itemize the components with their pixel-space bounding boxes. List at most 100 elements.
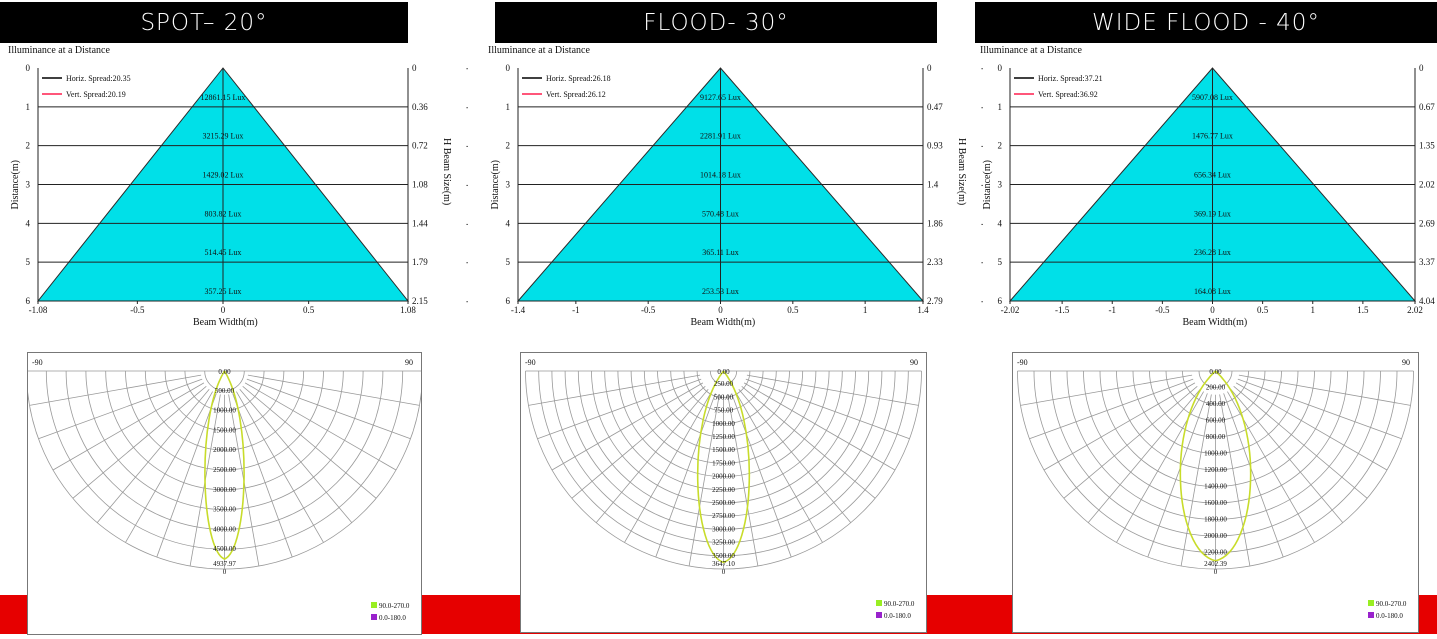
h-size-label: 2.79 bbox=[927, 296, 943, 306]
polar-ring-label: 2500.00 bbox=[712, 499, 735, 507]
polar-legend-swatch bbox=[1368, 612, 1374, 618]
polar-spoke bbox=[655, 393, 716, 558]
x-tick-label: 0 bbox=[1210, 305, 1215, 315]
h-size-label: 0.36 bbox=[412, 102, 428, 112]
x-tick-label: 0.5 bbox=[787, 305, 799, 315]
polar-spoke bbox=[247, 374, 420, 406]
polar-ring-label: 200.00 bbox=[1206, 384, 1226, 392]
polar-spoke bbox=[242, 385, 377, 499]
legend-label: Vert. Spread:26.12 bbox=[546, 90, 606, 99]
legend-label: Vert. Spread:20.19 bbox=[66, 90, 126, 99]
x-tick-label: 0 bbox=[718, 305, 723, 315]
legend-label: Vert. Spread:36.92 bbox=[1038, 90, 1098, 99]
polar-spoke bbox=[52, 382, 205, 471]
distance-tick-label: 4 bbox=[506, 218, 511, 228]
polar-ring-label: 2250.00 bbox=[712, 486, 735, 494]
h-size-label: 1.44 bbox=[412, 218, 428, 228]
polar-right-label: 90 bbox=[405, 358, 413, 367]
chart-title: Illuminance at a Distance bbox=[8, 45, 110, 56]
polar-spoke bbox=[743, 382, 896, 471]
h-size-label: 0 bbox=[927, 63, 932, 73]
polar-ring-label: 3000.00 bbox=[213, 486, 236, 494]
v-size-label: -0.36 bbox=[466, 102, 468, 112]
v-size-label: -0.46 bbox=[981, 102, 983, 112]
distance-tick-label: 4 bbox=[998, 218, 1003, 228]
lux-label: 5907.08 Lux bbox=[1192, 93, 1233, 102]
polar-ring-label: 2500.00 bbox=[213, 466, 236, 474]
polar-ring-label: 600.00 bbox=[1206, 417, 1226, 425]
h-size-label: 2.15 bbox=[412, 296, 428, 306]
x-tick-label: -1 bbox=[1109, 305, 1117, 315]
polar-ring-label: 800.00 bbox=[1206, 433, 1226, 441]
h-size-label: 0 bbox=[1419, 63, 1424, 73]
polar-bottom-label: 0 bbox=[1214, 568, 1218, 576]
v-size-label: -2.32 bbox=[981, 257, 983, 267]
lux-label: 253.53 Lux bbox=[702, 287, 739, 296]
lux-label: 369.19 Lux bbox=[1194, 209, 1231, 218]
polar-ring-label: 500.00 bbox=[215, 387, 235, 395]
polar-legend-label: 90.0-270.0 bbox=[884, 600, 915, 608]
polar-max-label: 4937.97 bbox=[213, 560, 236, 568]
polar-spoke bbox=[1233, 385, 1368, 499]
distance-tick-label: 2 bbox=[506, 141, 511, 151]
distance-tick-label: 4 bbox=[26, 218, 31, 228]
x-tick-label: 0.5 bbox=[1257, 305, 1269, 315]
distance-tick-label: 2 bbox=[998, 141, 1003, 151]
v-size-label: -1.78 bbox=[466, 257, 468, 267]
x-axis-label: Beam Width(m) bbox=[193, 317, 258, 328]
polar-ring-label: 1750.00 bbox=[712, 459, 735, 467]
lux-label: 12861.15 Lux bbox=[201, 93, 246, 102]
h-size-label: 1.35 bbox=[1419, 141, 1435, 151]
h-size-label: 1.08 bbox=[412, 180, 428, 190]
polar-ring-label: 1500.00 bbox=[712, 446, 735, 454]
v-size-label: -1.86 bbox=[981, 218, 983, 228]
polar-ring bbox=[204, 370, 245, 392]
distance-tick-label: 1 bbox=[26, 102, 31, 112]
polar-spoke bbox=[537, 378, 702, 440]
polar-spoke bbox=[125, 391, 213, 543]
polar-spoke bbox=[236, 391, 324, 543]
v-size-label: -1.42 bbox=[466, 218, 468, 228]
x-tick-label: 1 bbox=[1310, 305, 1315, 315]
lux-label: 1014.18 Lux bbox=[700, 171, 741, 180]
polar-ring-label: 3250.00 bbox=[712, 539, 735, 547]
polar-ring-label: 400.00 bbox=[1206, 400, 1226, 408]
polar-spoke bbox=[746, 374, 919, 406]
distance-tick-label: 5 bbox=[998, 257, 1003, 267]
polar-legend-swatch bbox=[371, 614, 377, 620]
x-tick-label: 1.4 bbox=[917, 305, 929, 315]
distance-tick-label: 6 bbox=[26, 296, 31, 306]
x-tick-label: 2.02 bbox=[1407, 305, 1423, 315]
v-size-label: -2.78 bbox=[981, 296, 983, 306]
polar-spoke bbox=[38, 378, 203, 440]
polar-ring-label: 4500.00 bbox=[213, 545, 236, 553]
polar-diagram: 0.00 200.00 400.00 600.00 800.00 1000.00 1200.… bbox=[1012, 352, 1419, 633]
polar-spoke bbox=[1219, 394, 1251, 567]
illuminance-chart: Illuminance at a Distance 0 0 -0 1 0.36 -0.36 2… bbox=[8, 45, 468, 328]
lux-label: 357.25 Lux bbox=[205, 287, 242, 296]
polar-ring-label: 1000.00 bbox=[1204, 450, 1227, 458]
polar-legend-label: 90.0-270.0 bbox=[1376, 600, 1407, 608]
polar-legend-label: 0.0-180.0 bbox=[884, 612, 911, 620]
polar-ring bbox=[1198, 370, 1233, 388]
polar-spoke bbox=[1043, 382, 1196, 471]
lux-label: 2281.91 Lux bbox=[700, 132, 741, 141]
distance-tick-label: 6 bbox=[506, 296, 511, 306]
distance-tick-label: 5 bbox=[506, 257, 511, 267]
x-axis-label: Beam Width(m) bbox=[691, 317, 756, 328]
polar-ring-label: 500.00 bbox=[714, 393, 734, 401]
polar-spoke bbox=[551, 382, 704, 471]
polar-spoke bbox=[595, 388, 709, 523]
polar-center-label: 0.00 bbox=[218, 368, 231, 376]
polar-ring-label: 2000.00 bbox=[213, 446, 236, 454]
polar-spoke bbox=[246, 378, 411, 440]
x-tick-label: -0.5 bbox=[130, 305, 145, 315]
chart-title: Illuminance at a Distance bbox=[980, 45, 1082, 56]
v-size-label: -1.07 bbox=[466, 180, 468, 190]
chart-title: Illuminance at a Distance bbox=[488, 45, 590, 56]
h-size-label: 0.93 bbox=[927, 141, 943, 151]
polar-spoke bbox=[96, 388, 210, 523]
polar-legend-label: 0.0-180.0 bbox=[1376, 612, 1403, 620]
polar-ring-label: 3500.00 bbox=[213, 506, 236, 514]
polar-spoke bbox=[1223, 393, 1284, 558]
